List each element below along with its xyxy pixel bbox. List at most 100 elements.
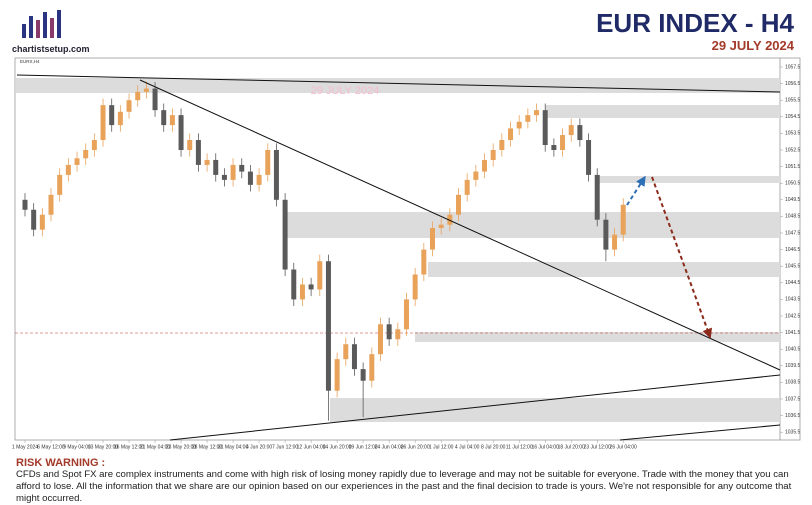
arrow-up [626,175,646,206]
candle-body [265,150,271,175]
trendline [169,374,781,441]
candle-body [551,145,557,150]
arrow-down [651,176,712,339]
candle-body [247,171,253,185]
y-tick-label: 1046.5 [785,247,801,253]
candle-body [447,214,453,225]
candle-body [213,159,219,175]
date: 29 JULY 2024 [711,38,794,53]
candle-body [603,219,609,250]
candle-body [421,249,427,275]
watermark: 29 JULY 2024 [311,85,380,97]
x-tick-label: 9 May 04:00 [63,444,91,450]
candle-body [48,194,54,215]
y-tick-label: 1055.5 [785,98,801,104]
candle-body [456,194,461,215]
candle-body [178,115,184,150]
x-tick-label: 1 Jul 12:00 [429,444,454,450]
candle-body [83,150,89,159]
x-tick-label: 16 Jul 04:00 [532,444,559,450]
candle-body [534,110,540,116]
candle-body [117,111,123,126]
candle-body [65,164,71,175]
x-tick-label: 26 Jul 04:00 [610,444,637,450]
x-tick-label: 26 Jun 20:00 [401,444,430,450]
y-tick-label: 1044.5 [785,280,801,286]
chart: 29 JULY 2024 EURX,H4 1035.5 1036.5 1037.5 1… [12,57,801,450]
candle-body [74,158,80,165]
zones [16,78,780,422]
candle-body [360,369,366,381]
candle-body [525,115,531,122]
x-tick-label: 4 Jul 04:00 [455,444,480,450]
candle-body [464,179,470,195]
warning-title: RISK WARNING : [16,457,106,469]
candle-body [273,150,279,200]
candle-body [221,174,227,180]
x-tick-label: 28 May 12:00 [192,444,223,450]
x-tick-label: 7 Jun 12:00 [272,444,298,450]
candle-body [291,269,297,300]
candle-body [230,164,236,180]
trendline [619,424,781,441]
x-tick-label: 4 Jun 20:00 [246,444,272,450]
x-tick-label: 24 Jun 04:00 [375,444,404,450]
candle-body [516,121,522,129]
candle-body [135,91,141,101]
candle-body [499,140,505,150]
candle-body [187,140,193,150]
candle-body [22,199,28,210]
logo-icon [22,10,61,38]
x-tick-label: 23 Jul 12:00 [584,444,611,450]
x-tick-label: 18 Jul 20:00 [558,444,585,450]
candle-body [620,204,626,235]
candle-body [317,261,323,290]
plot-frame [14,57,801,441]
risk-warning: RISK WARNING : CFDs and Spot FX are comp… [16,457,800,505]
candle-body [508,128,514,141]
y-tick-label: 1049.5 [785,197,801,203]
trendline [139,79,781,371]
candle-body [351,344,357,370]
x-tick-label: 8 Jul 20:00 [481,444,506,450]
x-tick-label: 12 Jun 04:00 [297,444,326,450]
trendlines [16,74,781,441]
y-tick-label: 1038.5 [785,380,801,386]
x-tick-label: 6 May 12:00 [37,444,65,450]
candle-body [325,261,331,391]
x-tick-label: 13 May 20:00 [88,444,119,450]
candle-body [482,159,488,172]
candle-body [343,344,349,360]
y-tick-label: 1052.5 [785,147,801,153]
zone [283,212,780,238]
zone [428,262,780,277]
candle-body [161,110,167,126]
candle-body [490,150,496,160]
candle-body [308,284,314,290]
candle-body [473,171,479,180]
candle-body [100,105,106,141]
zone [16,78,780,93]
x-tick-label: 16 May 12:00 [114,444,145,450]
y-tick-label: 1036.5 [785,413,801,419]
candle-body [568,125,574,136]
candle-body [395,329,401,340]
y-tick-label: 1048.5 [785,214,801,220]
y-tick-label: 1056.5 [785,81,801,87]
logo-text: chartistsetup.com [12,44,90,54]
candle-body [542,110,548,146]
x-tick-label: 21 May 04:00 [140,444,171,450]
zone [597,176,780,183]
candle-body [412,274,418,300]
zone [330,398,780,422]
candle-body [386,324,392,340]
x-tick-label: 23 May 20:00 [166,444,197,450]
zone [415,332,780,342]
candle-body [594,174,600,220]
x-tick-label: 1 May 2024 [12,444,38,450]
trendline [16,74,781,93]
candle-body [377,324,383,355]
title: EUR INDEX - H4 [596,8,794,38]
y-tick-label: 1050.5 [785,181,801,187]
